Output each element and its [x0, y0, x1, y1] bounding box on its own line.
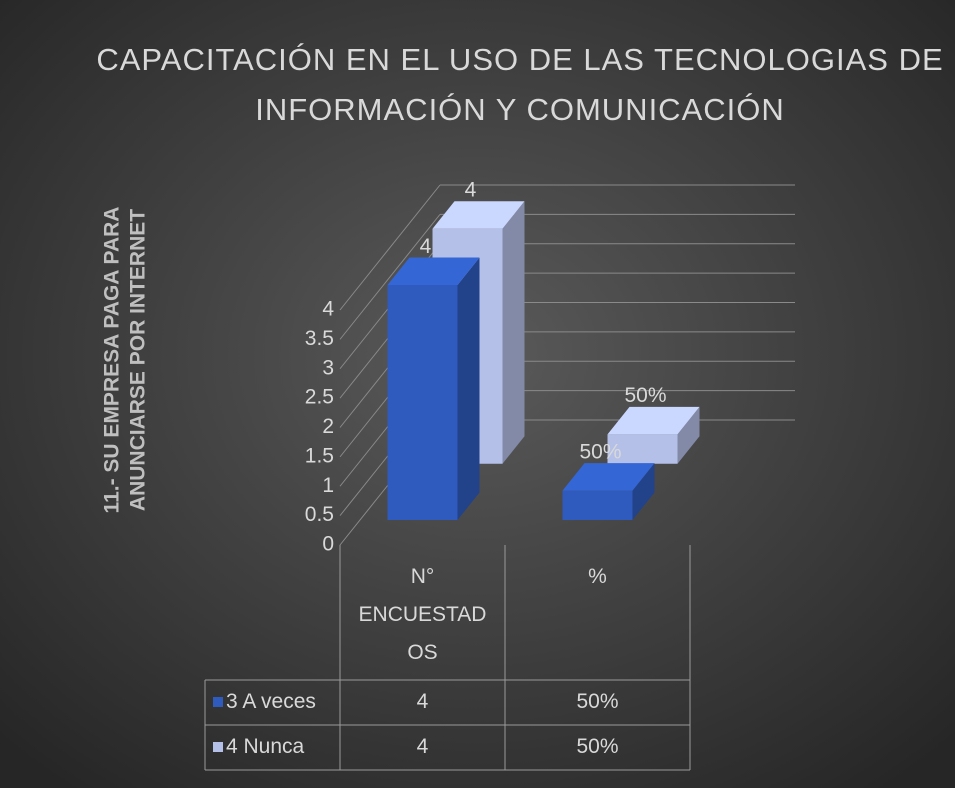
grid-line: [339, 184, 441, 311]
chart-title: INFORMACIÓN Y COMUNICACIÓN: [255, 92, 785, 127]
bar: [562, 463, 655, 520]
y-tick-label: 2: [322, 415, 334, 438]
bar-top: [562, 463, 655, 491]
y-tick-label: 4: [322, 298, 334, 321]
table-cell: 4: [416, 735, 429, 758]
x-category-label: %: [588, 565, 607, 588]
data-label: 4: [465, 179, 477, 202]
data-label: 50%: [624, 384, 666, 407]
bar: [607, 406, 700, 464]
y-tick-label: 0: [322, 533, 334, 556]
table-lines: [204, 545, 691, 771]
y-tick-label: 1: [322, 474, 334, 497]
bar-top: [387, 257, 480, 285]
y-axis-label-line: 11.- SU EMPRESA PAGA PARA: [101, 207, 124, 514]
y-tick-label: 0.5: [305, 503, 334, 526]
bar-front: [562, 490, 633, 520]
chart-title: CAPACITACIÓN EN EL USO DE LAS TECNOLOGIA…: [96, 42, 943, 77]
data-label: 50%: [579, 440, 621, 463]
grid-line: [339, 214, 441, 340]
bar: [387, 257, 480, 520]
legend-swatch: [213, 697, 223, 707]
table-cell: 50%: [576, 735, 619, 758]
bar-front: [607, 434, 678, 464]
y-tick-label: 1.5: [305, 444, 334, 467]
bar-side: [457, 257, 480, 520]
x-category-label: N° ENCUESTADOS: [358, 565, 487, 664]
table-cell: 50%: [576, 690, 619, 713]
table-cell: 4: [416, 690, 429, 713]
legend-entry: 4 Nunca: [226, 735, 305, 758]
bar-front: [387, 285, 458, 520]
y-tick-label: 2.5: [305, 386, 334, 409]
legend-entry: 3 A veces: [226, 690, 316, 713]
y-axis-label: 11.- SU EMPRESA PAGA PARA ANUNCIARSE POR…: [101, 207, 150, 514]
y-tick-label: 3: [322, 356, 334, 379]
bar-top: [607, 406, 700, 435]
data-label: 4: [420, 235, 432, 258]
y-axis-label-line: ANUNCIARSE POR INTERNET: [127, 209, 150, 511]
bar-side: [502, 201, 525, 464]
y-tick-label: 3.5: [305, 327, 334, 350]
bar-top: [432, 201, 525, 229]
bar-side: [677, 406, 700, 464]
bar-side: [632, 463, 655, 520]
legend-swatch: [213, 742, 223, 752]
